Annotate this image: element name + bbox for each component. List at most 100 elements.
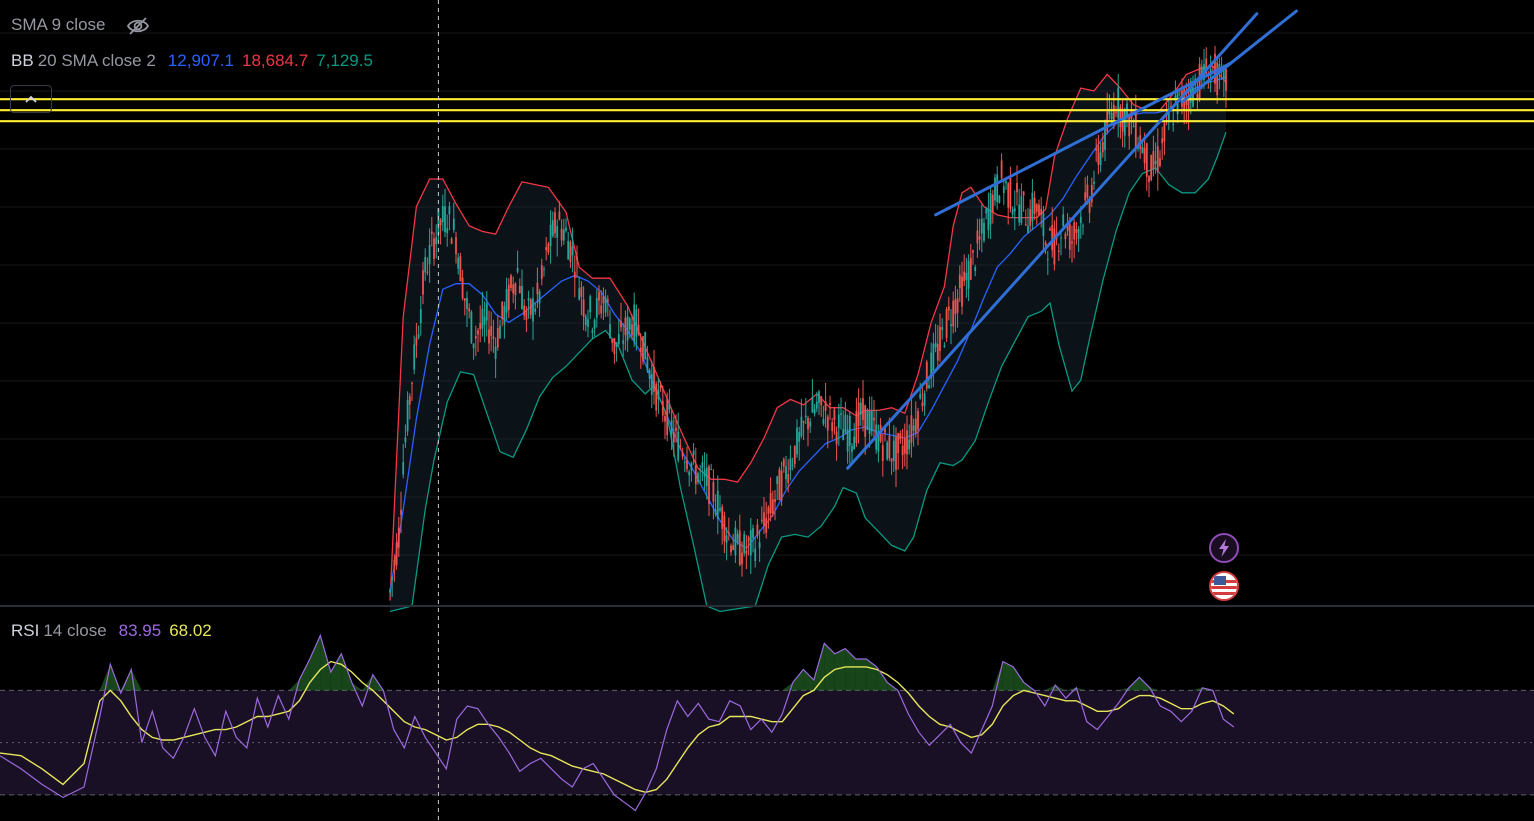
candle-body [628, 318, 631, 330]
candle-body [468, 308, 471, 312]
candle-body [763, 512, 765, 526]
candle-body [481, 308, 484, 329]
us-flag-event-icon[interactable] [1209, 571, 1239, 601]
sma-legend[interactable]: SMA 9 close [11, 15, 150, 36]
candle-body [1046, 259, 1049, 261]
candle-body [818, 391, 820, 403]
candle-body [406, 399, 409, 432]
candle-body [466, 297, 468, 310]
grid-lines [0, 32, 1534, 556]
candle-body [771, 499, 774, 514]
candle-body [622, 340, 625, 344]
candle-body [1123, 109, 1126, 136]
candle-body [408, 396, 411, 405]
candle-body [901, 445, 904, 456]
candle-body [846, 429, 849, 452]
candle-body [1187, 96, 1190, 112]
chevron-up-icon [25, 95, 37, 103]
candle-body [1033, 197, 1036, 215]
candle-body [576, 256, 578, 261]
horizontal-levels[interactable] [0, 98, 1534, 123]
candle-body [459, 255, 462, 282]
candle-body [743, 533, 746, 553]
candle-body [1066, 225, 1069, 232]
candle-body [848, 415, 851, 446]
candle-body [776, 476, 779, 485]
candle-body [587, 319, 589, 327]
trendlines[interactable] [846, 9, 1298, 470]
candle-body [430, 231, 433, 235]
candle-body [591, 330, 594, 333]
candle-body [1027, 225, 1029, 233]
candle-body [950, 324, 952, 327]
candle-body [569, 241, 572, 262]
candle-body [624, 317, 627, 336]
candle-body [1200, 66, 1203, 78]
rsi-overbought-fill [992, 661, 1003, 691]
candle-body [1086, 184, 1089, 198]
candle-body [877, 434, 880, 452]
candle-body [1007, 183, 1010, 208]
candle-body [969, 257, 972, 280]
candle-body [780, 470, 783, 501]
candle-body [593, 320, 596, 329]
candle-body [514, 283, 517, 296]
candle-body [811, 397, 814, 413]
rsi-legend[interactable]: RSI 14 close 83.95 68.02 [11, 621, 220, 641]
bb-upper-value: 18,684.7 [242, 51, 309, 70]
candle-body [540, 265, 543, 279]
candle-body [1005, 181, 1007, 184]
candle-body [853, 436, 856, 450]
trendline [1180, 9, 1298, 104]
candle-body [914, 418, 917, 433]
candle-body [774, 499, 776, 503]
candle-body [1161, 138, 1164, 144]
candle-body [690, 463, 693, 471]
lightning-event-icon[interactable] [1209, 533, 1239, 563]
candle-body [525, 310, 528, 320]
candle-body [1172, 124, 1175, 126]
candle-body [521, 285, 523, 310]
candle-body [580, 286, 583, 297]
candle-body [657, 389, 660, 400]
candle-body [1101, 142, 1104, 153]
candle-body [1082, 225, 1084, 227]
candle-body [996, 174, 999, 203]
candle-body [424, 256, 427, 273]
candle-body [452, 218, 455, 230]
candle-body [947, 306, 950, 311]
candle-body [626, 316, 629, 341]
candle-body [1159, 158, 1161, 167]
candle-body [479, 322, 482, 330]
candle-body [496, 328, 499, 348]
candle-body [798, 432, 801, 442]
candle-body [1163, 123, 1166, 142]
candle-body [956, 298, 959, 313]
candle-body [888, 435, 891, 459]
eye-off-icon[interactable] [126, 16, 150, 36]
candle-body [474, 336, 477, 339]
candle-body [923, 393, 926, 406]
candle-body [609, 324, 611, 338]
candle-body [444, 206, 446, 233]
candle-body [461, 277, 464, 299]
candle-body [870, 410, 873, 432]
candle-body [413, 344, 416, 370]
bb-legend[interactable]: BB 20 SMA close 2 12,907.1 18,684.7 7,129.5 [11, 51, 381, 71]
candle-body [679, 446, 682, 448]
candle-body [648, 370, 651, 379]
candle-body [837, 414, 840, 428]
candle-body [749, 530, 752, 556]
candle-body [650, 374, 653, 395]
bb-upper-line [389, 65, 1227, 601]
candle-body [859, 402, 862, 415]
candles[interactable] [389, 45, 1227, 598]
rsi-overbought-fill [362, 674, 373, 691]
collapse-legend-button[interactable] [10, 85, 52, 113]
candle-body [1170, 105, 1172, 108]
candle-body [738, 530, 741, 565]
candle-body [503, 306, 506, 325]
candle-body [708, 466, 710, 504]
candle-body [613, 338, 616, 355]
